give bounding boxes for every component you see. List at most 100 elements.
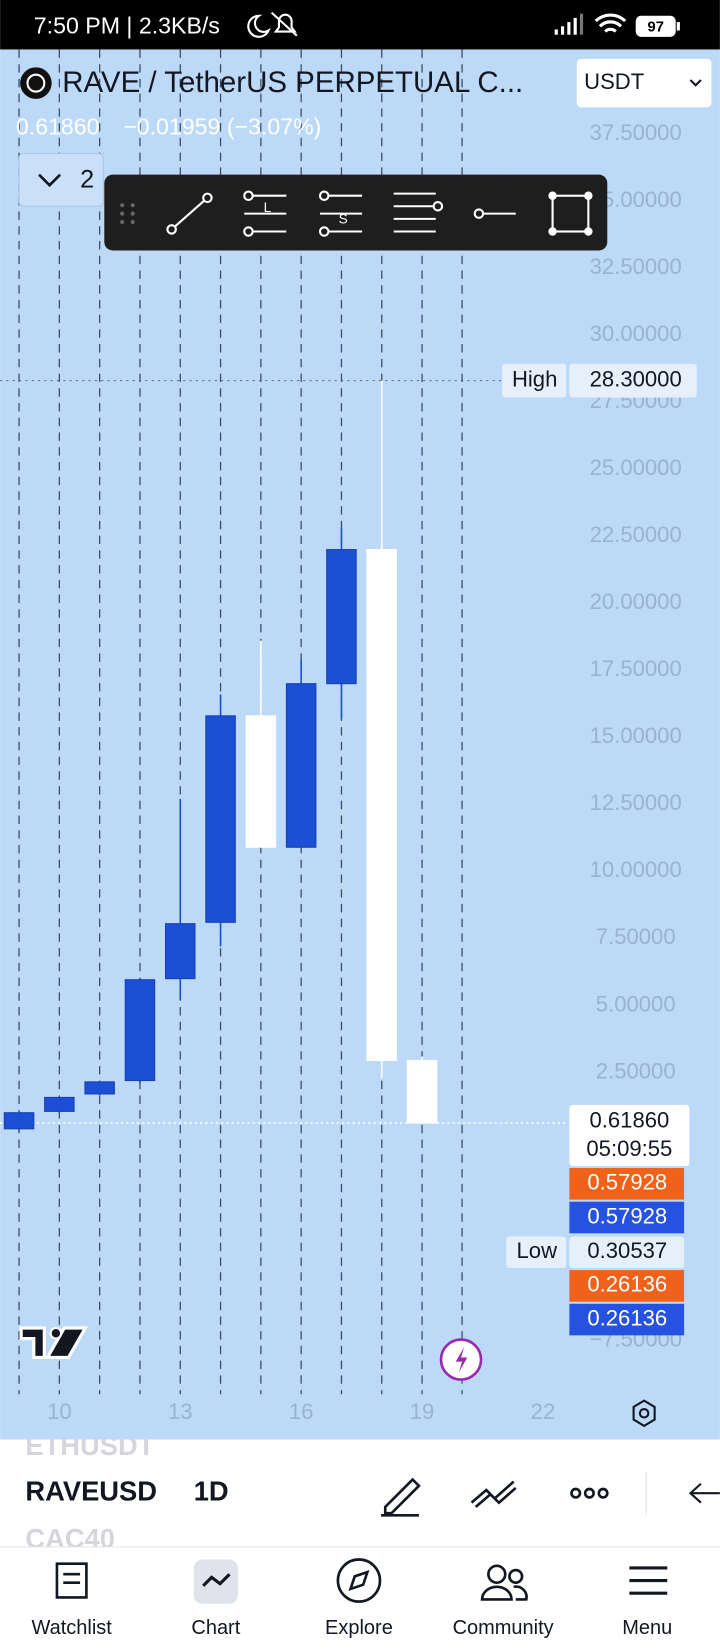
candle-body bbox=[326, 549, 357, 685]
y-tick-label: 7.50000 bbox=[596, 924, 676, 949]
long-label: L bbox=[264, 200, 272, 215]
y-tick-label: 25.00000 bbox=[590, 455, 682, 480]
candle-body bbox=[366, 549, 398, 1061]
signal-icon bbox=[554, 13, 584, 35]
countdown: 05:09:55 bbox=[586, 1136, 672, 1161]
explore-needle bbox=[348, 1570, 370, 1592]
y-tick-label: 20.00000 bbox=[590, 589, 682, 614]
price-tag-label: 0.26136 bbox=[587, 1305, 667, 1330]
y-tick-label: 15.00000 bbox=[590, 723, 682, 748]
moon-icon bbox=[247, 14, 271, 38]
header-price: 0.61860 bbox=[16, 113, 100, 139]
x-tick-label: 13 bbox=[168, 1399, 193, 1424]
candle-body bbox=[245, 715, 277, 848]
header-change: −0.01959 (−3.07%) bbox=[123, 113, 321, 139]
high-value-box bbox=[569, 363, 697, 398]
candle-body bbox=[124, 979, 156, 1082]
price-tag-label: 0.57928 bbox=[587, 1170, 667, 1195]
high-label: High bbox=[512, 366, 557, 391]
y-tick-label: 10.00000 bbox=[590, 857, 682, 882]
dropdown-chevron bbox=[689, 79, 702, 87]
mute-icon bbox=[270, 11, 298, 37]
candle-body bbox=[285, 683, 317, 848]
watchlist-icon bbox=[55, 1562, 88, 1599]
battery-level: 97 bbox=[648, 19, 664, 35]
indicators-count: 2 bbox=[80, 166, 94, 194]
draw-button[interactable] bbox=[381, 1477, 421, 1517]
drawing-toolbar: L S bbox=[104, 174, 608, 251]
price-tag bbox=[569, 1168, 685, 1200]
x-tick-label: 19 bbox=[410, 1399, 435, 1424]
price-tag bbox=[569, 1201, 685, 1234]
ticker-current[interactable]: RAVEUSD bbox=[25, 1475, 157, 1506]
y-tick-label: 2.50000 bbox=[596, 1058, 676, 1083]
explore-icon bbox=[336, 1558, 382, 1603]
chart-icon bbox=[202, 1573, 231, 1587]
currency-select[interactable] bbox=[576, 58, 712, 108]
nav-bar bbox=[0, 1546, 720, 1650]
more-button[interactable] bbox=[570, 1487, 609, 1499]
candle-body bbox=[44, 1096, 75, 1112]
candle-body bbox=[84, 1081, 115, 1095]
price-tag bbox=[569, 1270, 685, 1302]
y-tick-label: 37.50000 bbox=[590, 120, 682, 145]
candle-body bbox=[205, 715, 236, 923]
short-label: S bbox=[339, 212, 348, 227]
trend-line-tool[interactable] bbox=[170, 197, 209, 231]
indicators-button[interactable] bbox=[470, 1480, 517, 1508]
flash-icon bbox=[455, 1346, 468, 1373]
ticker-next[interactable]: CAC40 bbox=[25, 1523, 115, 1554]
y-tick-label: 32.50000 bbox=[590, 254, 682, 279]
battery-tip bbox=[676, 22, 680, 31]
candle-body bbox=[406, 1059, 438, 1124]
y-tick-label: 17.50000 bbox=[590, 656, 682, 681]
candle-body bbox=[3, 1112, 35, 1130]
nav-label[interactable]: Watchlist bbox=[32, 1617, 113, 1639]
community-icon bbox=[480, 1564, 528, 1601]
x-tick-label: 10 bbox=[47, 1399, 72, 1424]
toggle-chevron bbox=[38, 173, 62, 188]
last-price: 0.61860 bbox=[589, 1108, 669, 1133]
settings-button[interactable] bbox=[632, 1399, 656, 1428]
low-value-box bbox=[569, 1236, 685, 1269]
price-tag bbox=[569, 1303, 685, 1336]
nav-label[interactable]: Community bbox=[453, 1617, 554, 1639]
currency-label: USDT bbox=[584, 69, 644, 94]
price-tag-label: 0.57928 bbox=[587, 1203, 667, 1228]
y-tick-label: 22.50000 bbox=[590, 522, 682, 547]
symbol-title[interactable]: RAVE / TetherUS PERPETUAL C... bbox=[62, 66, 523, 99]
low-label-box bbox=[506, 1236, 567, 1269]
undo-button[interactable] bbox=[688, 1482, 720, 1504]
status-time: 7:50 PM | 2.3KB/s bbox=[34, 12, 220, 38]
fib-tool[interactable] bbox=[393, 192, 436, 233]
indicators-toggle[interactable] bbox=[18, 153, 104, 207]
y-tick-label: 30.00000 bbox=[590, 321, 682, 346]
ticker-prev[interactable]: ETHUSDT bbox=[25, 1430, 154, 1462]
nav-label[interactable]: Menu bbox=[622, 1617, 672, 1639]
plot-area bbox=[0, 49, 569, 1395]
rectangle-tool[interactable] bbox=[551, 194, 590, 233]
low-value: 0.30537 bbox=[587, 1238, 667, 1263]
y-tick-label: 5.00000 bbox=[596, 991, 676, 1016]
tradingview-logo bbox=[19, 1326, 89, 1360]
wifi-icon bbox=[594, 13, 627, 33]
nav-label[interactable]: Explore bbox=[325, 1617, 393, 1639]
x-tick-label: 16 bbox=[289, 1399, 314, 1424]
last-price-box bbox=[569, 1104, 690, 1166]
price-tag-label: 0.26136 bbox=[587, 1272, 667, 1297]
x-tick-label: 22 bbox=[531, 1399, 556, 1424]
menu-icon bbox=[629, 1566, 668, 1595]
y-tick-label: 12.50000 bbox=[590, 790, 682, 815]
drag-handle[interactable] bbox=[120, 203, 135, 225]
nav-label[interactable]: Chart bbox=[191, 1617, 240, 1639]
low-label: Low bbox=[517, 1238, 558, 1263]
battery-icon bbox=[635, 15, 676, 37]
high-label-box bbox=[502, 363, 567, 398]
interval[interactable]: 1D bbox=[194, 1475, 229, 1506]
settings-dot bbox=[638, 1407, 650, 1419]
high-value: 28.30000 bbox=[590, 366, 682, 391]
symbol-logo bbox=[20, 67, 52, 99]
symbol-logo-mark bbox=[26, 73, 46, 93]
candle-body bbox=[165, 923, 196, 980]
